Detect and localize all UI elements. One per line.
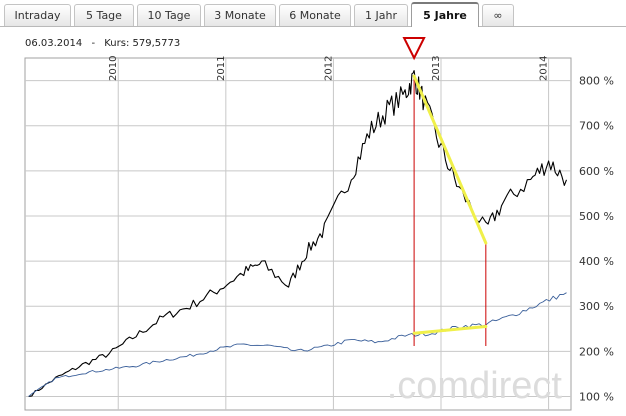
tab-5-tage[interactable]: 5 Tage: [74, 4, 134, 26]
y-grid: [25, 80, 571, 397]
y-tick-label: 600 %: [579, 165, 614, 178]
y-tick-label: 800 %: [579, 75, 614, 88]
quote-info: 06.03.2014 - Kurs: 579,5773: [25, 38, 180, 49]
plot-frame: [24, 57, 572, 411]
x-tick-label: 2014: [539, 56, 550, 81]
period-tab-bar: Intraday 5 Tage 10 Tage 3 Monate 6 Monat…: [0, 0, 626, 27]
annotation-layer: [402, 37, 488, 346]
quote-kurs-value: 579,5773: [132, 38, 181, 49]
tab-6-monate[interactable]: 6 Monate: [279, 4, 351, 26]
x-tick-label: 2010: [108, 56, 119, 81]
quote-separator: -: [91, 38, 96, 49]
x-tick-label: 2013: [431, 56, 442, 81]
tab-intraday[interactable]: Intraday: [4, 4, 71, 26]
y-tick-label: 700 %: [579, 120, 614, 133]
tab-10-tage[interactable]: 10 Tage: [137, 4, 201, 26]
benchmark-trend-line: [412, 325, 488, 335]
y-tick-label: 400 %: [579, 255, 614, 268]
x-tick-label: 2012: [323, 56, 334, 81]
peak-marker-icon: [402, 37, 426, 61]
tab-max[interactable]: ∞: [482, 4, 514, 26]
tab-5-jahre[interactable]: 5 Jahre: [411, 2, 479, 27]
quote-date: 06.03.2014: [25, 38, 83, 49]
benchmark-line: [28, 292, 567, 397]
x-tick-label: 2011: [216, 56, 227, 81]
x-tick-labels: 2010 2011 2012 2013 2014: [108, 56, 549, 81]
y-tick-labels: 100 % 200 % 300 % 400 % 500 % 600 % 700 % 800 %: [579, 75, 614, 404]
series-layer: [28, 70, 568, 398]
stock-price-line: [28, 70, 568, 398]
y-tick-label: 300 %: [579, 300, 614, 313]
tab-1-jahr[interactable]: 1 Jahr: [354, 4, 408, 26]
quote-kurs-label: Kurs:: [104, 38, 130, 49]
tab-3-monate[interactable]: 3 Monate: [204, 4, 276, 26]
y-tick-label: 100 %: [579, 390, 614, 403]
stock-trend-line: [412, 74, 488, 245]
comdirect-watermark: .comdirect: [387, 365, 563, 407]
y-tick-label: 200 %: [579, 345, 614, 358]
y-tick-label: 500 %: [579, 210, 614, 223]
x-grid: [117, 58, 550, 410]
